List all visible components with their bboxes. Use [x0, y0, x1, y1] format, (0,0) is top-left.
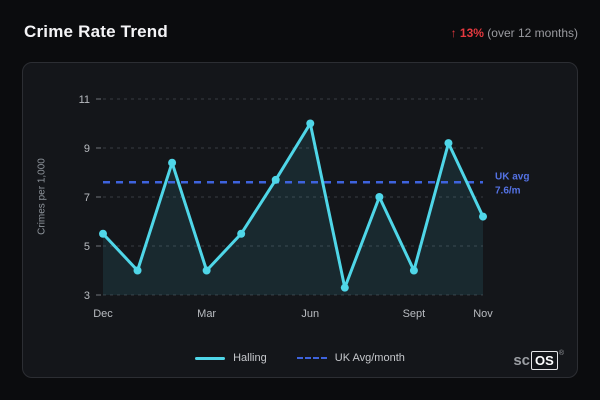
header: Crime Rate Trend ↑ 13% (over 12 months) [24, 22, 578, 42]
svg-text:3: 3 [84, 290, 90, 302]
registered-mark-icon: ® [558, 350, 564, 357]
legend-item-halling[interactable]: Halling [195, 352, 267, 364]
svg-text:5: 5 [84, 241, 90, 253]
crime-trend-chart: 3 5 7 9 11 Dec Mar Jun Sept Nov UK avg 7.6/m [79, 94, 530, 320]
svg-text:Sept: Sept [403, 308, 426, 320]
chart-legend: Halling UK Avg/month [23, 352, 577, 364]
svg-text:Dec: Dec [93, 308, 113, 320]
trend-delta: ↑ 13% [450, 26, 484, 40]
svg-text:9: 9 [84, 143, 90, 155]
legend-label: Halling [233, 352, 267, 364]
svg-text:UK avg: UK avg [495, 171, 529, 182]
trend-stat: ↑ 13% (over 12 months) [451, 26, 578, 40]
trend-period: (over 12 months) [487, 26, 578, 40]
logo-box: OS [531, 351, 558, 370]
logo-prefix: sc [513, 352, 531, 369]
legend-item-uk-avg[interactable]: UK Avg/month [296, 352, 405, 364]
svg-text:Jun: Jun [301, 308, 319, 320]
scos-logo: sc OS ® [513, 350, 564, 370]
svg-text:7: 7 [84, 192, 90, 204]
legend-label: UK Avg/month [334, 352, 405, 364]
svg-text:Mar: Mar [197, 308, 216, 320]
uk-avg-dashed-swatch [296, 357, 327, 359]
svg-text:Nov: Nov [473, 308, 493, 320]
halling-line-swatch [195, 356, 226, 360]
chart-card: Crimes per 1,000 3 5 7 9 11 Dec Mar Jun Sept Nov U… [22, 62, 578, 378]
page-title: Crime Rate Trend [24, 22, 168, 41]
svg-text:7.6/m: 7.6/m [495, 185, 521, 196]
svg-text:11: 11 [79, 94, 90, 106]
